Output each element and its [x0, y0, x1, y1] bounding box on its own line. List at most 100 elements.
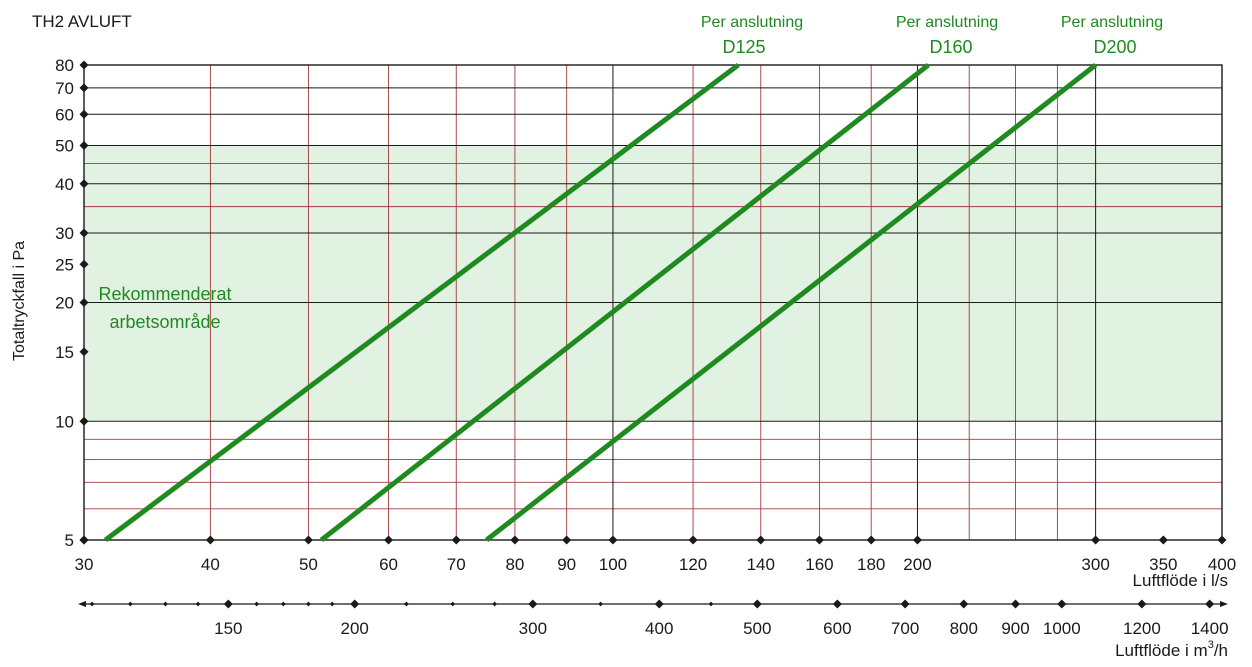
x-tick-marker-300: [1091, 535, 1101, 545]
x2-minor-marker-120: [127, 601, 133, 607]
x2-minor-marker-250: [450, 601, 456, 607]
x-tick-marker-100: [608, 535, 618, 545]
x2-axis-label-suffix: /h: [1214, 641, 1228, 660]
x-tick-label-400: 400: [1208, 555, 1236, 574]
x-tick-label-180: 180: [857, 555, 885, 574]
x-tick-marker-180: [866, 535, 876, 545]
x-tick-marker-350: [1158, 535, 1168, 545]
x2-tick-marker-300: [528, 599, 538, 609]
y-tick-label-15: 15: [55, 343, 74, 362]
band-label-line2: arbetsområde: [109, 312, 220, 332]
x-tick-label-100: 100: [599, 555, 627, 574]
x2-tick-marker-200: [350, 599, 360, 609]
x2-tick-label-1400: 1400: [1191, 619, 1229, 638]
x2-minor-marker-110: [89, 601, 95, 607]
chart-title: TH2 AVLUFT: [32, 12, 132, 31]
x2-tick-marker-1400: [1205, 599, 1215, 609]
series-label-d125: D125: [722, 37, 765, 57]
x2-minor-marker-190: [329, 601, 335, 607]
x-axis-label: Luftflöde i l/s: [1133, 571, 1228, 590]
x-tick-marker-400: [1217, 535, 1227, 545]
x-tick-label-90: 90: [557, 555, 576, 574]
x2-tick-label-1000: 1000: [1043, 619, 1081, 638]
x-tick-marker-120: [688, 535, 698, 545]
y-tick-marker-70: [79, 83, 89, 93]
x2-tick-marker-700: [900, 599, 910, 609]
x2-tick-marker-150: [223, 599, 233, 609]
y-axis-label: Totaltryckfall i Pa: [11, 241, 28, 361]
x2-tick-label-300: 300: [519, 619, 547, 638]
y-tick-label-50: 50: [55, 137, 74, 156]
x2-tick-marker-600: [832, 599, 842, 609]
x2-tick-label-600: 600: [823, 619, 851, 638]
x-tick-label-120: 120: [679, 555, 707, 574]
y-tick-label-25: 25: [55, 255, 74, 274]
x2-minor-marker-450: [708, 601, 714, 607]
y-tick-label-60: 60: [55, 105, 74, 124]
x-tick-marker-80: [510, 535, 520, 545]
x2-tick-label-900: 900: [1001, 619, 1029, 638]
x-tick-label-70: 70: [447, 555, 466, 574]
x-tick-marker-70: [451, 535, 461, 545]
x2-axis-label-prefix: Luftflöde i m: [1115, 641, 1208, 660]
y-tick-marker-30: [79, 228, 89, 238]
y-tick-marker-15: [79, 347, 89, 357]
series-line-d125: [103, 63, 740, 542]
x2-minor-marker-275: [492, 601, 498, 607]
series-curves: [103, 63, 1098, 542]
x2-tick-label-500: 500: [743, 619, 771, 638]
x2-tick-label-200: 200: [341, 619, 369, 638]
series-line-d160: [319, 63, 930, 542]
x-tick-label-350: 350: [1149, 555, 1177, 574]
y-tick-label-10: 10: [55, 412, 74, 431]
axis-markers: [78, 60, 1228, 609]
series-label-d200-top: Per anslutning: [1061, 14, 1163, 31]
x-tick-marker-160: [814, 535, 824, 545]
x2-tick-label-700: 700: [891, 619, 919, 638]
grid-lines: [84, 64, 1222, 540]
x2-tick-label-800: 800: [950, 619, 978, 638]
x2-minor-marker-170: [280, 601, 286, 607]
series-label-d200: D200: [1093, 37, 1136, 57]
y-tick-marker-40: [79, 179, 89, 189]
x-tick-label-80: 80: [505, 555, 524, 574]
x2-tick-label-150: 150: [214, 619, 242, 638]
y-tick-marker-20: [79, 298, 89, 307]
x-tick-marker-50: [303, 535, 313, 545]
x-tick-marker-140: [756, 535, 766, 545]
x2-tick-marker-400: [654, 599, 664, 609]
x2-tick-marker-900: [1011, 599, 1021, 609]
y-tick-label-20: 20: [55, 294, 74, 313]
y-tick-marker-50: [79, 141, 89, 151]
x2-tick-label-400: 400: [645, 619, 673, 638]
y-tick-label-40: 40: [55, 175, 74, 194]
x-tick-marker-60: [384, 535, 394, 545]
y-tick-marker-25: [79, 259, 89, 269]
x2-tick-marker-500: [752, 599, 762, 609]
band-label-line1: Rekommenderat: [98, 284, 231, 304]
x-tick-marker-90: [562, 535, 572, 545]
tick-labels: 5 10 15 20 25 30 40 50 60 70 80 30 40 50 60 70 80 90 100 12…: [55, 56, 1236, 638]
x2-minor-marker-225: [404, 601, 409, 607]
x2-tick-label-1200: 1200: [1123, 619, 1161, 638]
series-label-d125-top: Per anslutning: [701, 14, 803, 31]
x-tick-label-140: 140: [747, 555, 775, 574]
x-tick-label-160: 160: [805, 555, 833, 574]
series-label-d160-top: Per anslutning: [896, 14, 998, 31]
x2-minor-marker-140: [195, 601, 201, 607]
series-line-d200: [485, 63, 1098, 542]
x-tick-label-40: 40: [201, 555, 220, 574]
y-tick-label-5: 5: [65, 531, 74, 550]
x2-tick-marker-800: [959, 599, 969, 609]
y-tick-label-30: 30: [55, 224, 74, 243]
y-tick-marker-60: [79, 109, 89, 119]
x2-minor-marker-180: [306, 601, 311, 607]
x-tick-marker-200: [912, 535, 922, 545]
y-tick-label-70: 70: [55, 79, 74, 98]
x-tick-label-300: 300: [1081, 555, 1109, 574]
y-tick-marker-80: [79, 60, 89, 70]
x2-tick-marker-1000: [1057, 599, 1067, 609]
x2-axis-label-sup: 3: [1208, 639, 1214, 651]
series-label-d160: D160: [929, 37, 972, 57]
